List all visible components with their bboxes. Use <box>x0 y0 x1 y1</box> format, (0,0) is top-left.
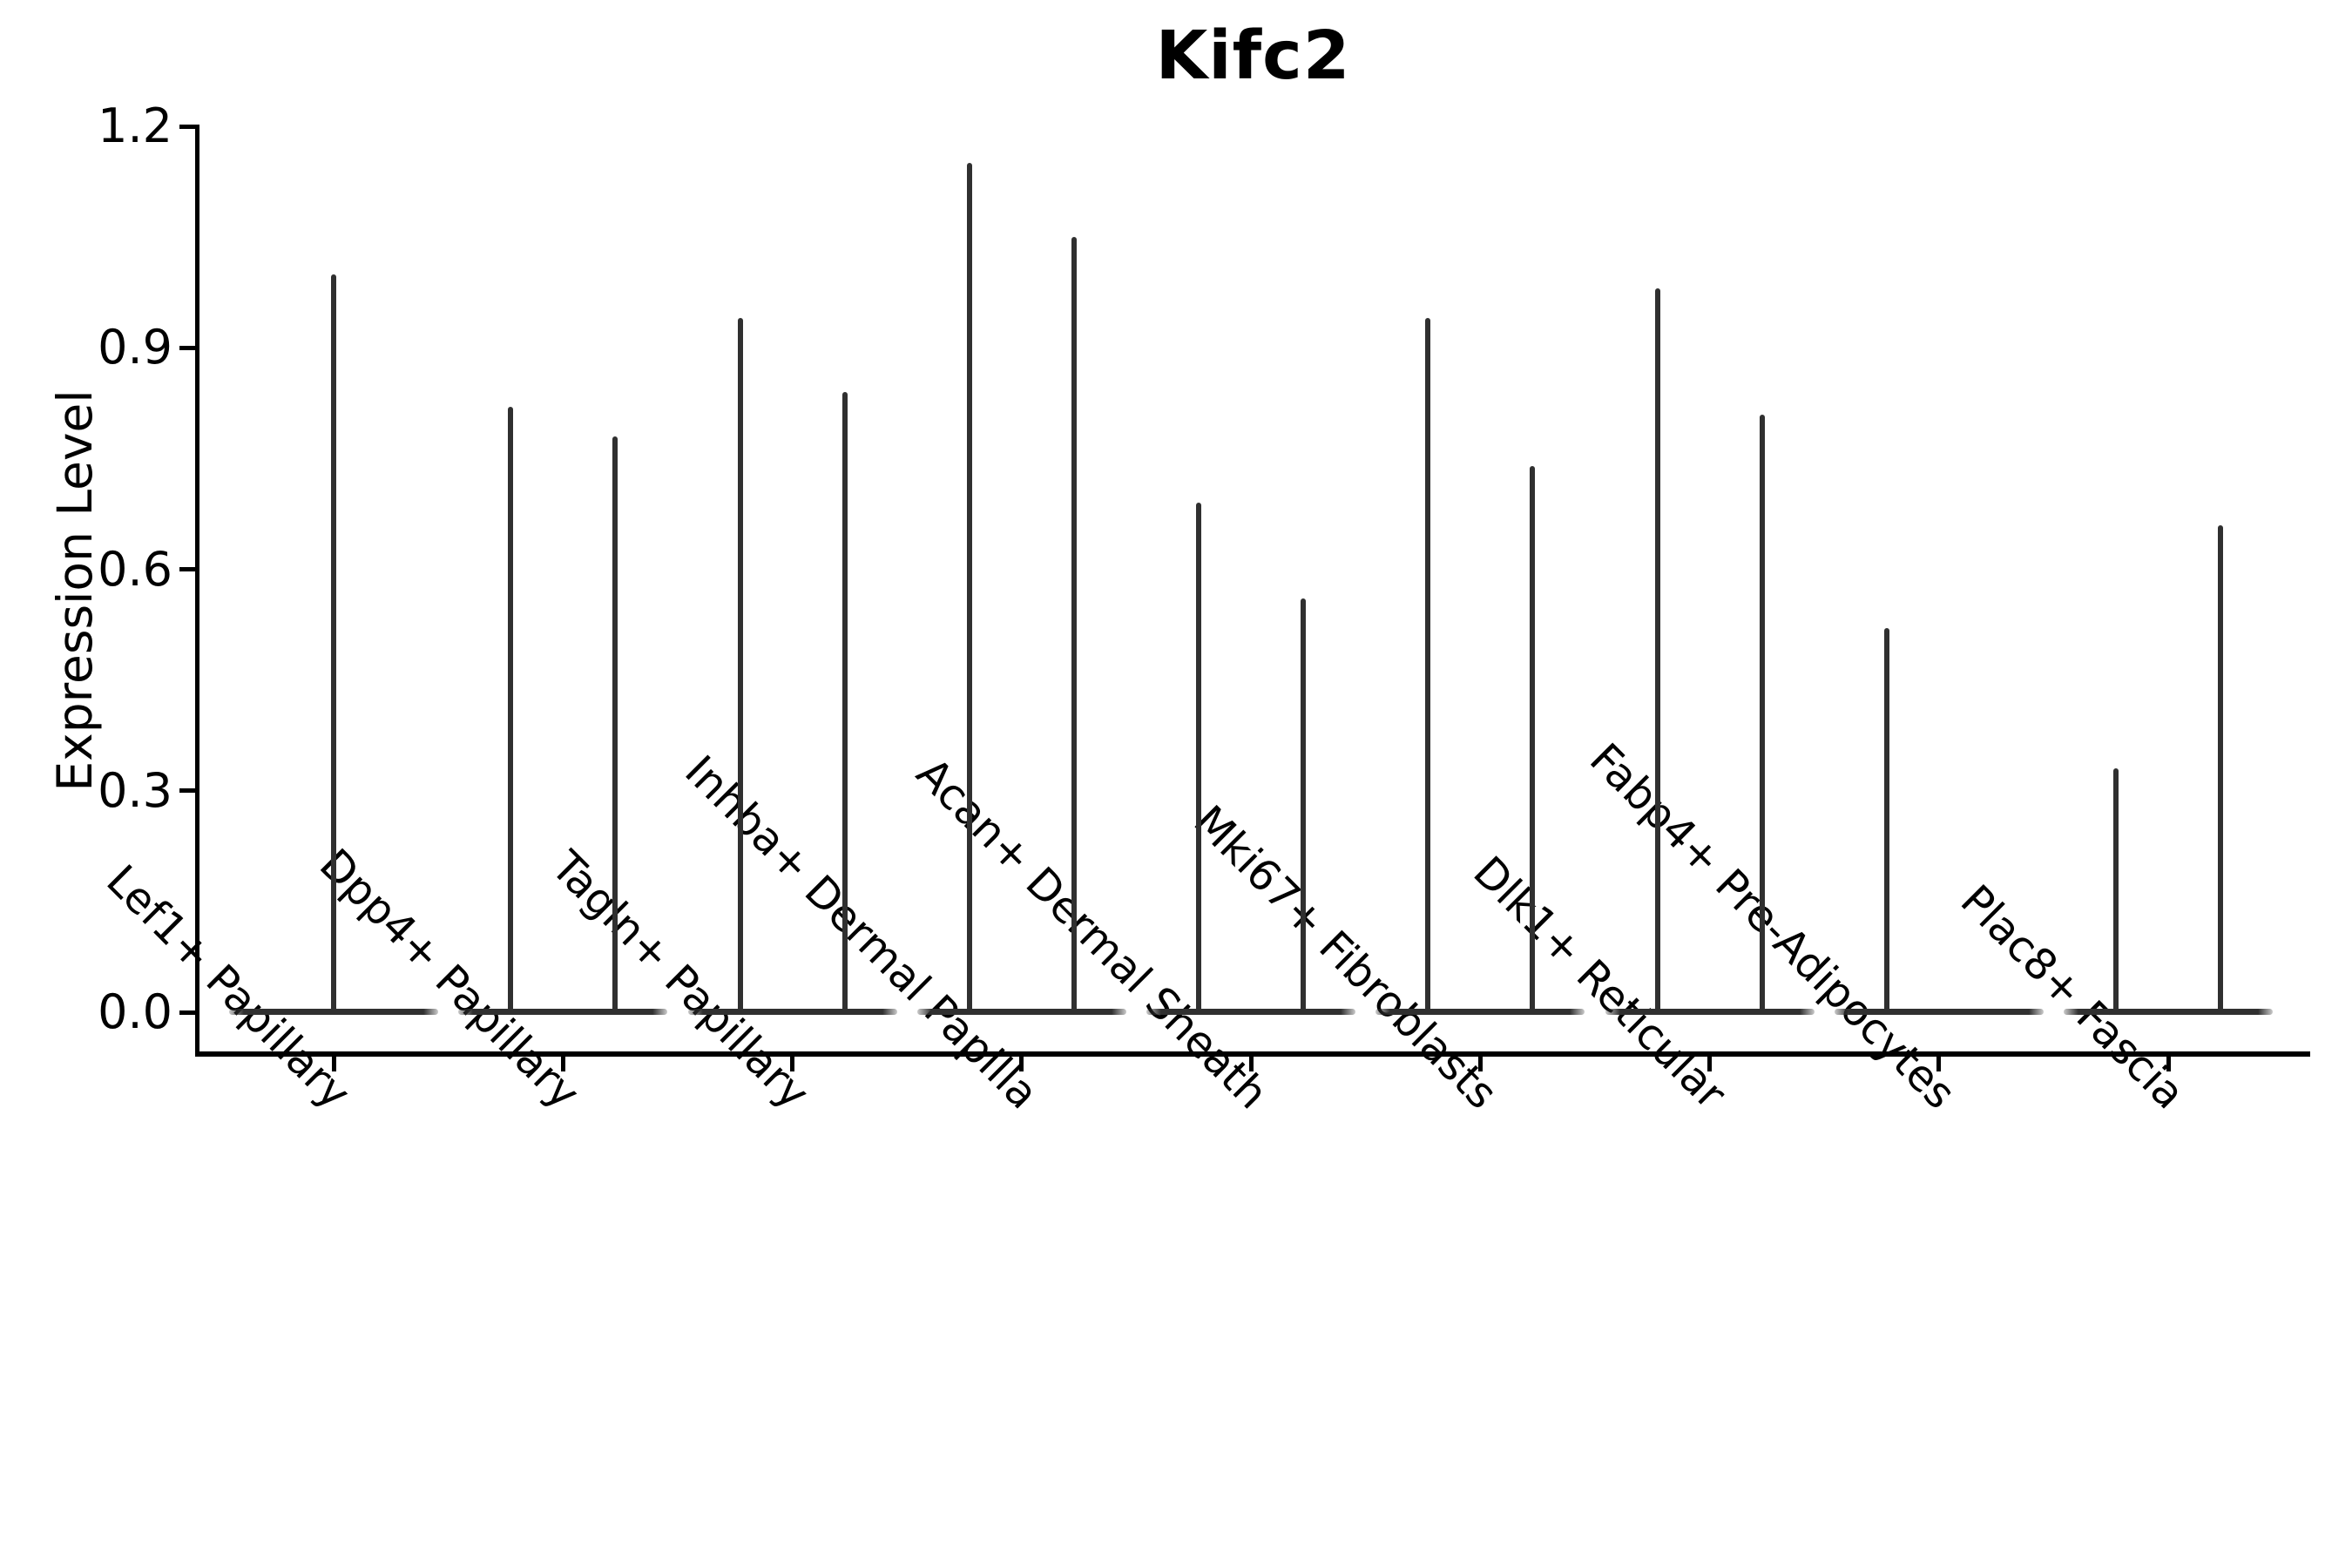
violin-spike <box>1883 628 1889 1015</box>
violin-spike <box>1196 503 1201 1015</box>
y-tick-mark <box>179 345 195 350</box>
violin-spike <box>1301 598 1306 1015</box>
x-tick-mark <box>1936 1057 1942 1071</box>
x-tick-mark <box>1707 1057 1712 1071</box>
x-tick-mark <box>2166 1057 2171 1071</box>
violin-spike <box>1654 288 1660 1015</box>
y-tick-mark <box>179 788 195 794</box>
violin-spike <box>1530 465 1536 1015</box>
y-tick-label: 0.6 <box>98 541 172 597</box>
y-tick-label: 0.3 <box>98 762 172 818</box>
violin-spike <box>2218 524 2223 1015</box>
x-axis-spine <box>195 1051 2310 1057</box>
x-tick-label: Dlk1+ Reticular <box>1463 847 1736 1119</box>
violin-spike <box>508 407 514 1015</box>
violin-baseline <box>1146 1009 1355 1015</box>
x-tick-mark <box>1477 1057 1483 1071</box>
y-tick-mark <box>179 567 195 571</box>
x-tick-label: Tagln+ Papillary <box>541 841 819 1119</box>
x-tick-mark <box>790 1057 794 1071</box>
y-tick-mark <box>179 1010 195 1015</box>
violin-spike <box>2113 768 2119 1015</box>
x-tick-mark <box>560 1057 565 1071</box>
x-tick-label: Plac8+ Fascia <box>1950 875 2195 1119</box>
violin-baseline <box>1375 1009 1585 1015</box>
x-tick-label: Fabp4+ Pre-Adipocytes <box>1580 733 1965 1119</box>
violin-baseline <box>458 1009 668 1015</box>
y-tick-label: 1.2 <box>98 98 172 153</box>
x-tick-mark <box>331 1057 336 1071</box>
violin-baseline <box>687 1009 897 1015</box>
violin-spike <box>1425 318 1431 1015</box>
y-tick-label: 0.9 <box>98 320 172 375</box>
x-tick-mark <box>1248 1057 1254 1071</box>
violin-baseline <box>2064 1009 2273 1015</box>
x-tick-mark <box>1019 1057 1024 1071</box>
violin-spike <box>612 436 618 1015</box>
violin-baseline <box>1605 1009 1815 1015</box>
violin-spike <box>841 392 848 1015</box>
violin-baseline <box>1834 1009 2044 1015</box>
violin-spike <box>966 163 972 1015</box>
y-tick-label: 0.0 <box>98 984 172 1039</box>
violin-spike <box>331 274 336 1015</box>
y-tick-mark <box>179 124 195 129</box>
violin-spike <box>1071 237 1077 1015</box>
violin-baseline <box>916 1009 1126 1015</box>
violin-spike <box>1759 414 1765 1015</box>
chart-title: Kifc2 <box>1155 17 1351 95</box>
y-axis-spine <box>195 125 199 1057</box>
violin-spike <box>737 318 743 1015</box>
